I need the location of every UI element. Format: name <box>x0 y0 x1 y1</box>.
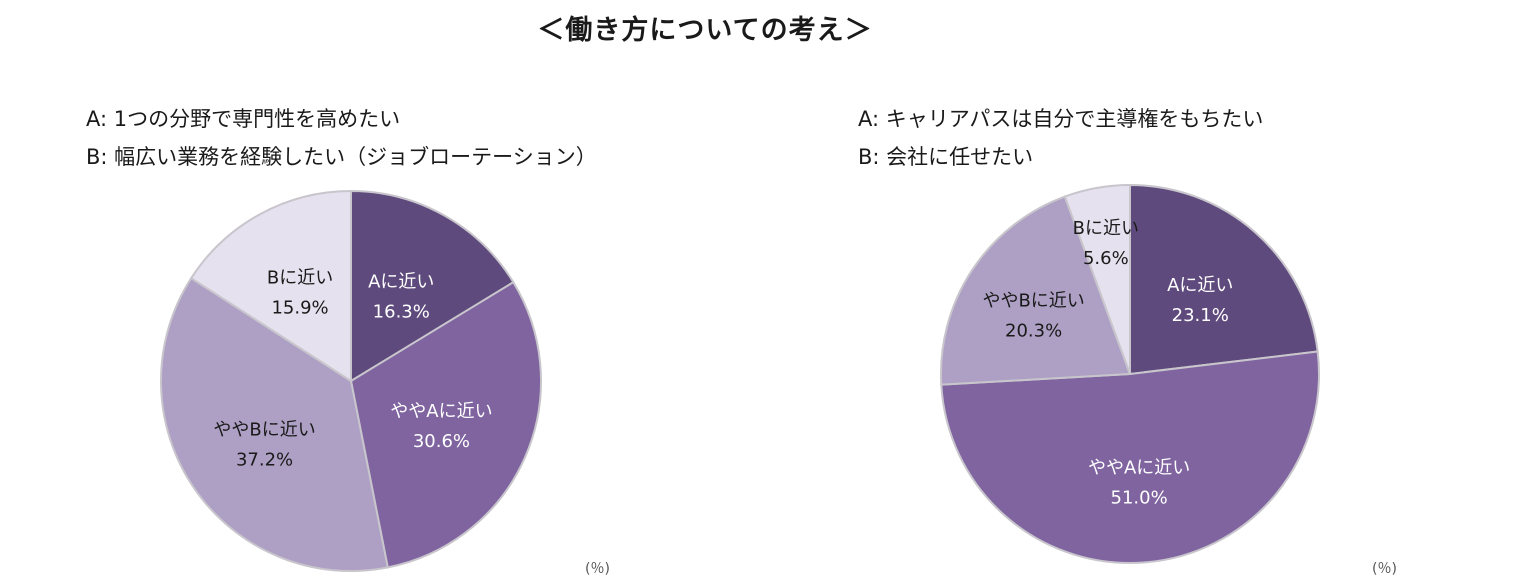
right-slice-b <box>1063 183 1131 375</box>
right-slice-slightly-a-value: 51.0% <box>1111 488 1168 509</box>
right-legend-a: A: キャリアパスは自分で主導権をもちたい <box>858 107 1264 131</box>
left-slice-slightly-a <box>349 280 542 569</box>
right-chart-legend: A: キャリアパスは自分で主導権をもちたい B: 会社に任せたい <box>858 100 1263 176</box>
left-slice-slightly-b-label: ややBに近い <box>213 420 315 441</box>
left-slice-b-value: 15.9% <box>271 298 328 319</box>
right-slice-a <box>1129 183 1319 376</box>
right-slice-slightly-b <box>940 195 1132 386</box>
left-legend-b: B: 幅広い業務を経験したい（ジョブローテーション） <box>86 145 597 169</box>
left-slice-slightly-a-value: 30.6% <box>413 431 470 452</box>
right-slice-slightly-b-value: 20.3% <box>1005 321 1062 342</box>
left-slice-slightly-b <box>160 276 389 572</box>
right-slice-slightly-b-label: ややBに近い <box>982 291 1084 312</box>
right-unit-note: (％) <box>1372 561 1397 577</box>
left-unit-note: (％) <box>585 561 610 577</box>
right-slice-a-label: Aに近い <box>1167 275 1233 296</box>
right-slice-slightly-a <box>940 350 1321 565</box>
chart-title: ＜働き方についての考え＞ <box>537 15 873 46</box>
right-slice-a-value: 23.1% <box>1172 305 1229 326</box>
right-legend-b: B: 会社に任せたい <box>858 145 1034 169</box>
left-slice-a-value: 16.3% <box>373 302 430 323</box>
left-slice-a-label: Aに近い <box>368 272 434 293</box>
left-legend-a: A: 1つの分野で専門性を高めたい <box>86 107 401 131</box>
right-slice-slightly-a-label: ややAに近い <box>1088 458 1190 479</box>
left-slice-b-label: Bに近い <box>267 268 333 289</box>
left-slice-a <box>350 189 515 383</box>
left-slice-slightly-a-label: ややAに近い <box>390 401 492 422</box>
left-slice-b <box>189 189 352 383</box>
right-slice-b-label: Bに近い <box>1073 218 1139 239</box>
right-slice-b-value: 5.6% <box>1083 248 1129 269</box>
left-chart-legend: A: 1つの分野で専門性を高めたい B: 幅広い業務を経験したい（ジョブローテー… <box>86 100 597 176</box>
left-slice-slightly-b-value: 37.2% <box>236 450 293 471</box>
